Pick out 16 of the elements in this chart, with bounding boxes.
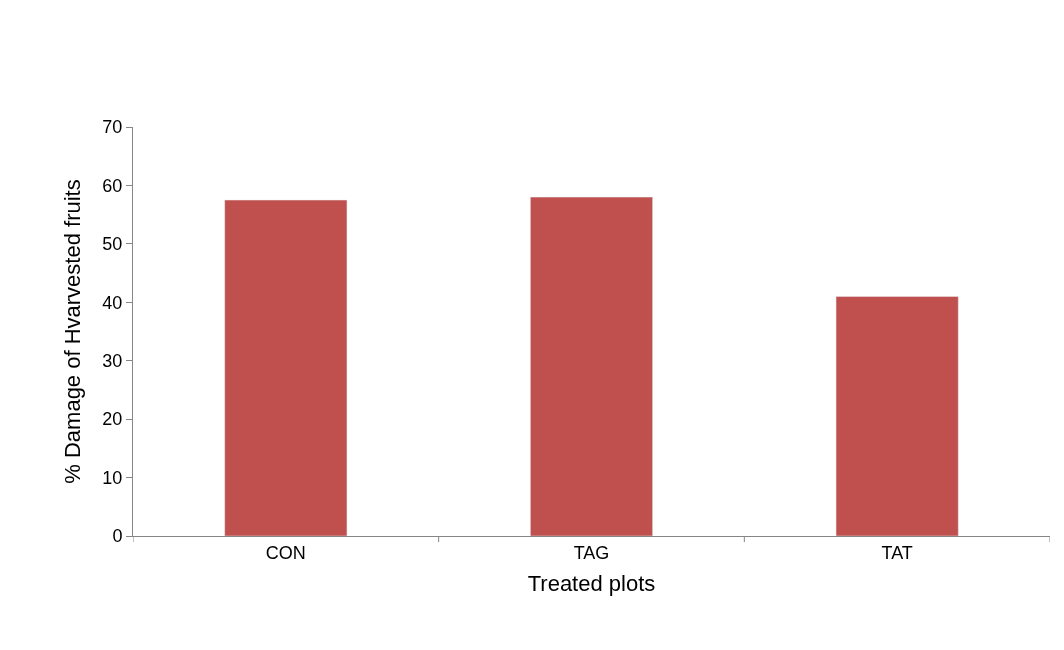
y-axis-title: % Damage of Hvarvested fruits [60, 179, 86, 484]
x-tick-label: CON [265, 542, 306, 563]
bar [224, 199, 348, 536]
y-tick-label: 0 [112, 526, 123, 547]
y-tick-label: 50 [102, 234, 123, 255]
bar [530, 196, 653, 536]
y-tick-label: 20 [102, 409, 123, 430]
bar [835, 296, 959, 536]
y-tick-label: 30 [102, 351, 123, 372]
y-tick-label: 70 [102, 117, 123, 138]
x-tick-label: TAT [881, 542, 913, 563]
x-axis-title: Treated plots [527, 571, 656, 597]
x-tick-label: TAG [573, 542, 610, 563]
y-tick-label: 10 [102, 467, 123, 488]
y-tick-label: 60 [102, 175, 123, 196]
y-tick-label: 40 [102, 292, 123, 313]
